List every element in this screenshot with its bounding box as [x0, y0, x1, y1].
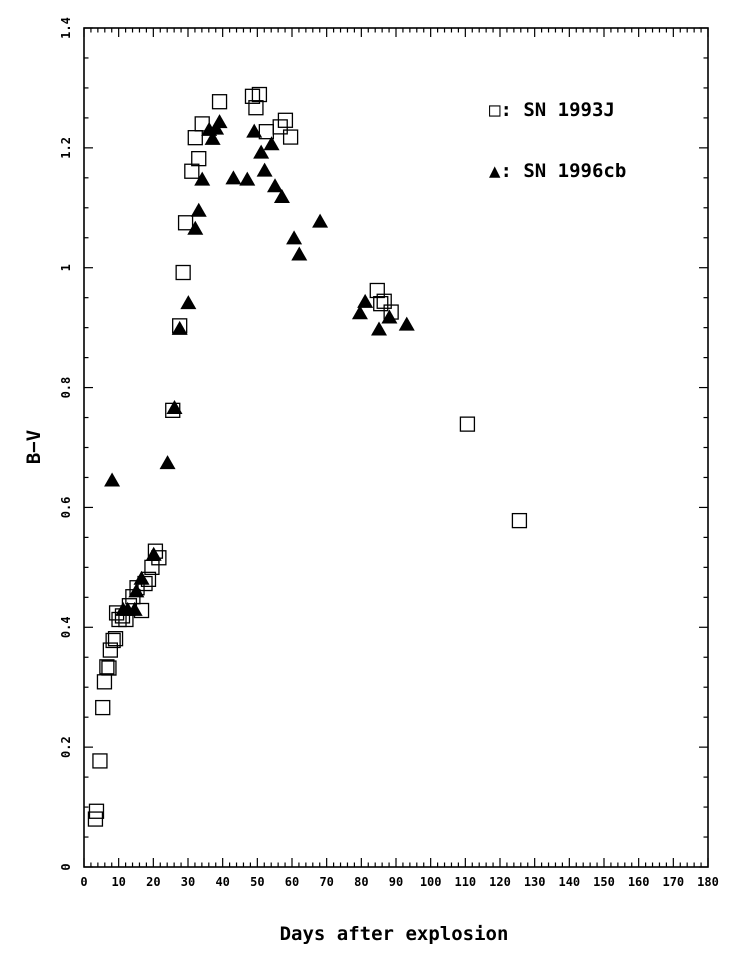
x-tick-label: 60	[285, 875, 299, 889]
plot-frame	[83, 27, 709, 868]
point-sn-1996cb	[263, 136, 280, 151]
point-sn-1993j	[102, 642, 118, 658]
x-tick-label: 110	[454, 875, 476, 889]
point-sn-1993j	[459, 416, 476, 432]
legend-label-sn-1996cb: ▲: SN 1996cb	[489, 160, 626, 182]
x-tick-label: 130	[524, 875, 546, 889]
x-tick-label: 140	[558, 875, 580, 889]
x-tick-label: 100	[420, 875, 442, 889]
point-sn-1993j	[282, 129, 299, 145]
point-sn-1996cb	[273, 188, 290, 203]
x-axis-label: Days after explosion	[280, 923, 509, 945]
point-sn-1993j	[87, 811, 104, 827]
point-sn-1996cb	[225, 170, 242, 185]
x-tick-label: 80	[354, 875, 368, 889]
y-tick-label: 0.2	[59, 736, 73, 758]
point-sn-1996cb	[357, 293, 374, 308]
y-tick-label: 1.2	[59, 137, 73, 159]
x-tick-label: 30	[181, 875, 195, 889]
point-sn-1996cb	[256, 162, 273, 177]
point-sn-1996cb	[398, 316, 415, 331]
point-sn-1993j	[184, 163, 200, 179]
x-tick-label: 180	[697, 875, 719, 889]
point-sn-1996cb	[211, 114, 228, 129]
point-sn-1993j	[96, 674, 113, 690]
point-sn-1993j	[88, 803, 105, 819]
x-tick-label: 90	[389, 875, 403, 889]
point-sn-1993j	[191, 150, 207, 167]
x-tick-label: 170	[662, 875, 684, 889]
x-tick-label: 40	[215, 875, 229, 889]
point-sn-1993j	[101, 660, 117, 676]
point-sn-1993j	[277, 112, 294, 128]
point-sn-1996cb	[190, 202, 207, 217]
x-tick-label: 160	[628, 875, 650, 889]
point-sn-1996cb	[104, 472, 121, 487]
point-sn-1993j	[107, 631, 124, 647]
y-tick-label: 0	[59, 863, 73, 870]
point-sn-1996cb	[246, 123, 263, 138]
point-sn-1996cb	[128, 583, 145, 598]
point-sn-1993j	[99, 659, 115, 675]
point-sn-1996cb	[145, 546, 162, 561]
x-tick-label: 10	[111, 875, 125, 889]
point-sn-1996cb	[204, 130, 221, 145]
point-sn-1996cb	[180, 295, 197, 310]
point-sn-1993j	[248, 100, 264, 116]
x-tick-label: 120	[489, 875, 511, 889]
point-sn-1993j	[175, 264, 191, 281]
point-sn-1996cb	[286, 230, 303, 245]
point-sn-1993j	[92, 753, 108, 769]
axis-tick-labels: 0 10 20 30 40 50 60 70 80 90 100 110 120 130 140 150 160…	[59, 17, 719, 889]
y-tick-label: 0.4	[59, 616, 73, 638]
y-tick-label: 0.6	[59, 497, 73, 519]
point-sn-1996cb	[239, 171, 256, 186]
point-sn-1996cb	[166, 399, 183, 414]
y-axis-label: B−V	[23, 430, 45, 464]
y-tick-label: 0.8	[59, 377, 73, 399]
data-points	[87, 86, 528, 827]
point-sn-1996cb	[291, 246, 308, 261]
y-tick-label: 1.4	[59, 17, 73, 39]
point-sn-1996cb	[171, 320, 188, 335]
point-sn-1993j	[251, 86, 268, 103]
y-tick-label: 1	[59, 264, 73, 271]
point-sn-1993j	[511, 512, 528, 529]
x-tick-label: 70	[319, 875, 333, 889]
point-sn-1993j	[177, 215, 194, 231]
point-sn-1993j	[373, 296, 389, 312]
point-sn-1993j	[95, 699, 111, 716]
x-tick-label: 20	[146, 875, 160, 889]
point-sn-1993j	[187, 130, 203, 146]
point-sn-1996cb	[267, 178, 284, 193]
point-sn-1996cb	[194, 171, 211, 186]
point-sn-1996cb	[187, 220, 204, 235]
legend-label-sn-1993j: □: SN 1993J	[489, 99, 615, 121]
point-sn-1993j	[211, 94, 228, 110]
point-sn-1996cb	[381, 309, 398, 324]
point-sn-1996cb	[351, 305, 368, 320]
point-sn-1996cb	[133, 570, 150, 585]
axis-ticks	[83, 27, 709, 868]
x-tick-label: 150	[593, 875, 615, 889]
point-sn-1996cb	[312, 213, 329, 228]
x-tick-label: 0	[80, 875, 87, 889]
point-sn-1993j	[105, 632, 121, 649]
x-tick-label: 50	[250, 875, 264, 889]
point-sn-1996cb	[159, 455, 176, 470]
point-sn-1996cb	[126, 601, 143, 616]
point-sn-1996cb	[253, 144, 270, 159]
point-sn-1996cb	[371, 321, 388, 336]
legend: □: SN 1993J ▲: SN 1996cb	[489, 99, 626, 182]
